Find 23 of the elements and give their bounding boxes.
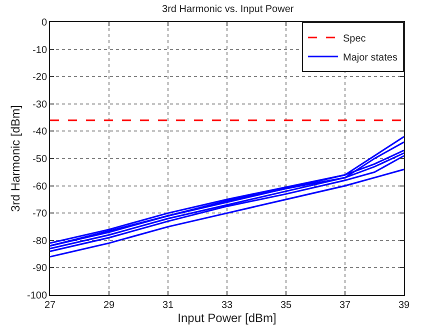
- y-tick-label: -10: [32, 44, 48, 56]
- y-tick-label: -70: [32, 208, 48, 220]
- x-tick-label: 39: [398, 300, 410, 311]
- x-axis-title: Input Power [dBm]: [178, 311, 276, 325]
- legend-label: Spec: [343, 33, 366, 44]
- x-tick-label: 31: [162, 300, 174, 311]
- y-tick-label: -60: [32, 181, 48, 192]
- x-tick-label: 29: [103, 300, 115, 311]
- y-tick-label: -90: [32, 263, 48, 274]
- x-tick-label: 37: [339, 300, 351, 311]
- y-tick-label: -50: [32, 154, 48, 165]
- y-tick-label: -30: [32, 99, 48, 110]
- y-tick-label: -20: [32, 72, 48, 84]
- legend-label: Major states: [343, 52, 398, 64]
- y-tick-label: -40: [32, 126, 48, 138]
- x-tick-label: 27: [44, 300, 56, 311]
- y-tick-label: -100: [26, 290, 48, 302]
- x-tick-label: 33: [221, 300, 233, 311]
- y-axis-title: 3rd Harmonic [dBm]: [8, 105, 22, 212]
- y-tick-label: 0: [41, 18, 48, 28]
- y-tick-label: -80: [32, 236, 48, 247]
- x-tick-label: 35: [280, 300, 292, 311]
- chart-title: 3rd Harmonic vs. Input Power: [162, 4, 294, 15]
